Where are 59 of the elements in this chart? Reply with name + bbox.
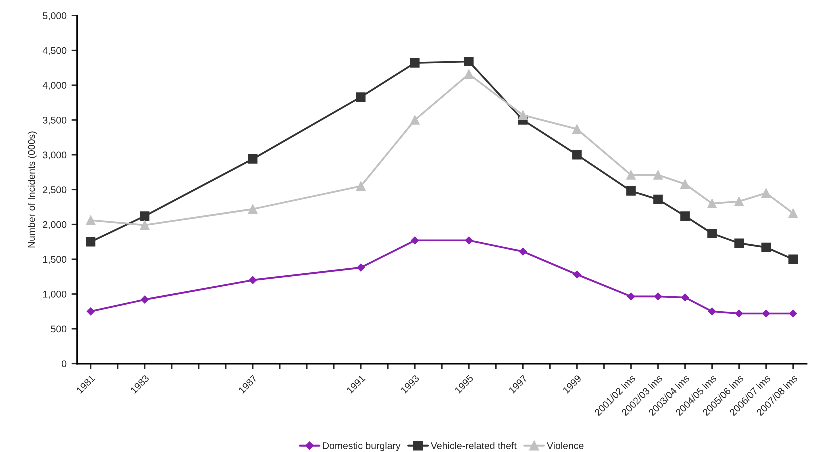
point	[762, 242, 772, 252]
point	[654, 170, 663, 180]
point	[86, 216, 96, 226]
y-axis-title: Number of Incidents (000s)	[28, 132, 38, 248]
point	[356, 92, 366, 102]
point	[248, 154, 258, 164]
point	[411, 236, 420, 245]
y-tick-label: 1,500	[43, 256, 67, 264]
point	[464, 57, 474, 66]
point	[680, 180, 690, 189]
legend-label: Vehicle-related theft	[431, 442, 517, 450]
y-tick-label: 500	[51, 326, 67, 333]
point	[788, 254, 798, 264]
point	[680, 212, 690, 221]
point	[681, 294, 690, 302]
point	[356, 182, 366, 192]
point	[734, 196, 744, 206]
point	[654, 194, 663, 204]
y-tick-label: 2,500	[43, 186, 67, 195]
point	[626, 186, 636, 196]
point	[249, 276, 257, 284]
point	[465, 236, 474, 245]
point	[86, 237, 96, 247]
point	[708, 308, 716, 316]
point	[86, 308, 95, 316]
y-tick-label: 0	[62, 360, 67, 368]
y-tick-label: 2,000	[43, 221, 67, 230]
point	[410, 116, 420, 125]
y-tick-label: 3,500	[43, 116, 67, 125]
point	[708, 199, 717, 208]
point	[410, 58, 420, 68]
point	[519, 248, 528, 256]
point	[734, 238, 744, 248]
point	[708, 229, 717, 238]
point	[248, 204, 258, 214]
y-tick-label: 3,000	[43, 152, 67, 160]
point	[357, 264, 366, 272]
point	[789, 310, 798, 318]
point	[627, 292, 636, 301]
point	[518, 110, 528, 120]
y-tick-label: 5,000	[43, 12, 67, 21]
point	[626, 170, 636, 180]
legend-label: Violence	[547, 442, 584, 450]
point	[762, 188, 772, 198]
point	[762, 310, 770, 318]
y-tick-label: 1,000	[43, 290, 67, 300]
point	[464, 70, 474, 79]
point	[788, 208, 798, 218]
y-tick-label: 4,000	[42, 82, 67, 90]
point	[654, 292, 662, 301]
point	[572, 150, 582, 160]
point	[572, 124, 582, 134]
point	[573, 270, 582, 279]
point	[140, 212, 150, 221]
point	[141, 296, 149, 304]
point	[140, 220, 150, 230]
y-tick-label: 4,500	[42, 47, 67, 56]
legend-label: Domestic burglary	[323, 442, 401, 452]
point	[735, 310, 744, 318]
